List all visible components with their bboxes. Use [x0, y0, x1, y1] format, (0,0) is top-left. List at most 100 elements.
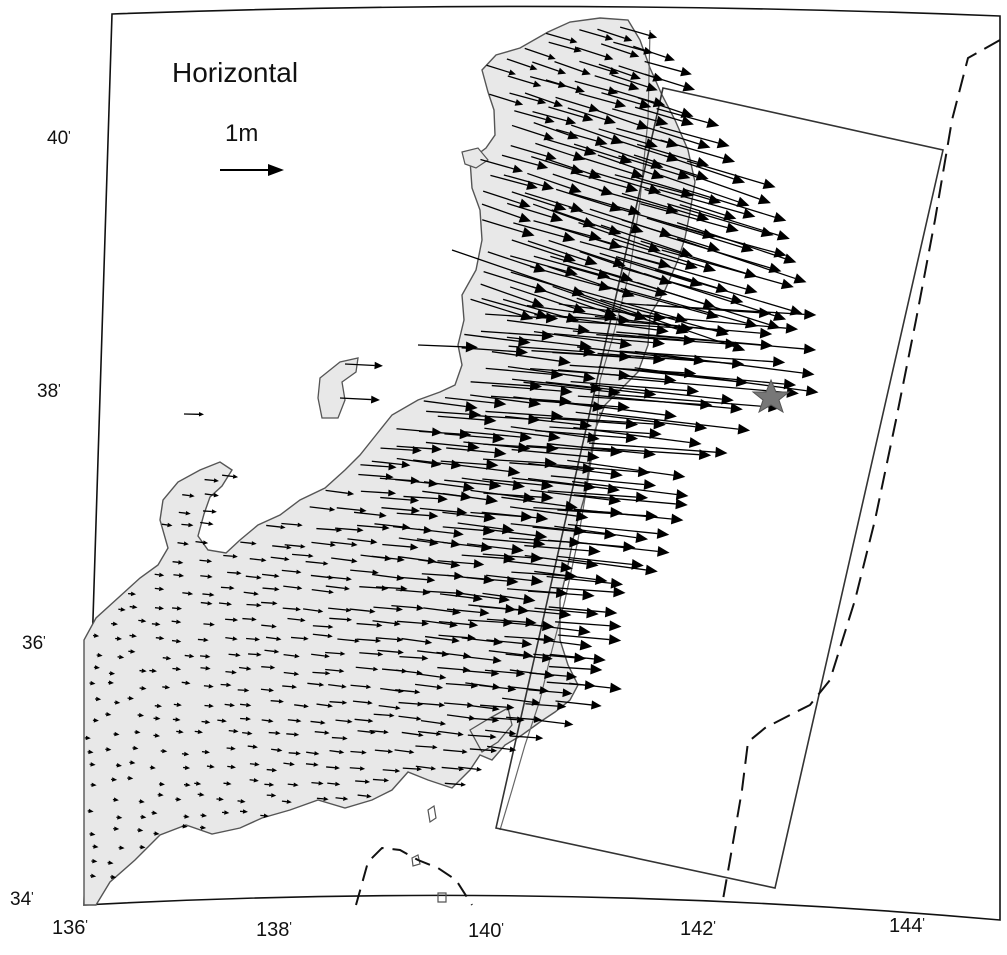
vector-shaft — [248, 653, 257, 656]
vector-head — [178, 573, 185, 578]
vector-head — [206, 558, 213, 564]
vector-shaft — [347, 538, 371, 543]
vector-shaft — [316, 797, 324, 800]
vector-shaft — [551, 209, 611, 231]
vector-shaft — [526, 304, 606, 317]
vector-head — [106, 747, 112, 752]
vector-shaft — [614, 393, 769, 408]
vector-head — [518, 212, 532, 223]
vector-head — [460, 782, 467, 787]
vector-head — [342, 736, 348, 741]
vector-shaft — [594, 75, 630, 87]
vector-head — [566, 671, 578, 681]
vector-head — [201, 813, 207, 818]
vector-shaft — [506, 336, 581, 347]
vector-shaft — [246, 637, 256, 640]
vector-shaft — [438, 620, 470, 626]
vector-shaft — [329, 617, 348, 621]
vector-head — [560, 561, 573, 573]
vector-head — [372, 569, 379, 576]
vector-shaft — [438, 634, 468, 639]
vector-head — [421, 620, 430, 627]
vector-shaft — [309, 506, 330, 510]
vector-head — [97, 652, 103, 658]
vector-head — [635, 491, 649, 503]
vector-head — [247, 730, 253, 736]
vector-shaft — [634, 367, 807, 392]
vector-head — [233, 728, 239, 734]
vector-shaft — [524, 92, 555, 104]
vector-head — [533, 715, 543, 723]
vector-shaft — [533, 122, 570, 136]
vector-shaft — [600, 224, 682, 253]
vector-shaft — [225, 637, 233, 640]
vector-head — [440, 720, 447, 726]
vector-head — [109, 671, 116, 676]
vector-shaft — [373, 606, 397, 610]
vector-head — [374, 361, 383, 370]
vector-shaft — [281, 522, 298, 526]
vector-shaft — [282, 685, 293, 688]
vector-head — [370, 538, 378, 545]
vector-shaft — [182, 592, 189, 595]
vector-shaft — [598, 365, 737, 383]
vector-shaft — [482, 553, 532, 559]
vector-shaft — [679, 170, 760, 200]
vector-shaft — [570, 380, 688, 392]
vector-shaft — [507, 202, 552, 218]
vector-head — [409, 749, 415, 755]
vector-shaft — [424, 590, 457, 594]
vector-head — [645, 510, 658, 522]
vector-head — [272, 600, 278, 606]
vector-shaft — [482, 458, 546, 464]
vector-head — [395, 768, 401, 773]
vector-shaft — [328, 607, 347, 611]
vector-head — [91, 782, 97, 788]
vector-head — [118, 654, 125, 660]
vector-head — [521, 638, 533, 648]
vector-shaft — [569, 682, 611, 689]
vector-head — [130, 591, 137, 597]
vector-shaft — [261, 624, 272, 627]
vector-head — [115, 700, 121, 705]
vector-head — [369, 608, 376, 614]
vector-shaft — [535, 638, 581, 646]
vector-head — [164, 684, 171, 690]
vector-shaft — [375, 586, 401, 590]
vector-head — [518, 198, 531, 209]
vector-head — [269, 782, 275, 787]
vector-head — [731, 173, 746, 184]
vector-head — [252, 744, 258, 749]
vector-head — [628, 81, 640, 91]
vector-head — [280, 524, 286, 530]
vector-shaft — [600, 298, 718, 332]
vector-head — [789, 305, 803, 316]
vector-head — [268, 718, 274, 724]
vector-head — [343, 796, 349, 801]
vector-head — [421, 655, 429, 661]
vector-head — [328, 589, 334, 595]
vector-shaft — [382, 769, 396, 772]
vector-shaft — [589, 383, 722, 400]
vector-head — [428, 511, 439, 520]
vector-head — [367, 700, 373, 705]
vector-head — [195, 781, 202, 786]
vector-head — [550, 211, 564, 223]
vector-head — [138, 712, 145, 718]
vector-shaft — [507, 75, 535, 85]
vector-head — [303, 636, 309, 641]
vector-head — [666, 137, 680, 148]
vector-shaft — [461, 592, 500, 600]
vector-head — [141, 668, 147, 674]
vector-head — [389, 713, 395, 718]
vector-head — [543, 131, 555, 141]
vector-head — [207, 574, 213, 579]
epicenter-star — [751, 378, 791, 414]
vector-shaft — [568, 266, 657, 293]
vector-head — [410, 476, 420, 485]
vector-head — [625, 418, 639, 430]
vector-shaft — [550, 255, 622, 278]
vector-shaft — [640, 203, 728, 229]
vector-shaft — [554, 61, 584, 73]
vector-shaft — [548, 606, 606, 613]
